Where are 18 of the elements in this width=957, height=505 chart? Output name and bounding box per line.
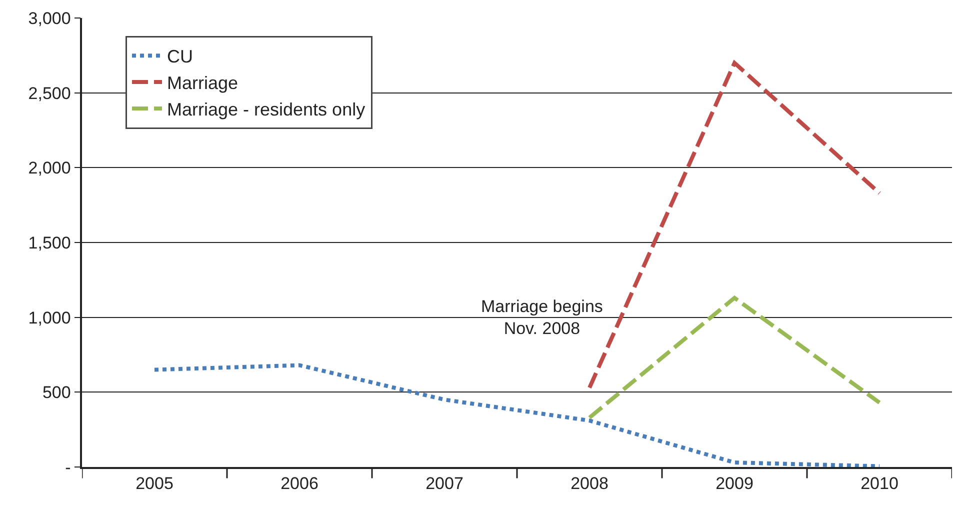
x-tick-label: 2006 xyxy=(280,474,318,494)
x-tick-label: 2005 xyxy=(136,474,174,494)
x-tick-label: 2009 xyxy=(716,474,754,494)
y-tick-label: 2,500 xyxy=(28,84,71,103)
y-tick-label: 1,500 xyxy=(28,233,71,252)
legend-label: CU xyxy=(167,46,193,67)
y-tick-label: - xyxy=(65,458,71,477)
x-tick-label: 2010 xyxy=(860,474,898,494)
line-series xyxy=(152,363,882,467)
y-tick-label: 2,000 xyxy=(28,158,71,178)
legend-label: Marriage xyxy=(167,73,238,94)
y-tick-label: 1,000 xyxy=(28,308,71,328)
y-tick-label: 500 xyxy=(42,383,71,402)
annotation: Marriage begins Nov. 2008 xyxy=(481,297,603,338)
y-tick-label: 3,000 xyxy=(28,8,71,28)
x-tick-label: 2008 xyxy=(570,474,608,494)
x-tick-label: 2007 xyxy=(426,474,464,494)
legend-label: Marriage - residents only xyxy=(167,99,366,120)
